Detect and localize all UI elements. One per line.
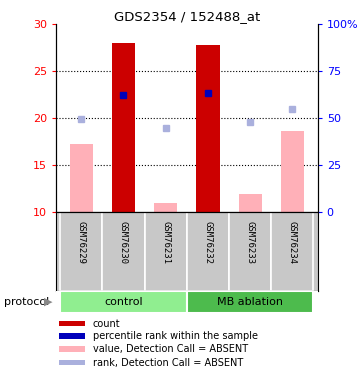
Text: ▶: ▶ bbox=[44, 297, 53, 307]
Text: count: count bbox=[92, 319, 120, 328]
Text: GSM76231: GSM76231 bbox=[161, 221, 170, 264]
Title: GDS2354 / 152488_at: GDS2354 / 152488_at bbox=[114, 10, 260, 23]
Text: GSM76232: GSM76232 bbox=[204, 221, 212, 264]
Bar bbox=[103, 212, 145, 291]
Text: GSM76230: GSM76230 bbox=[119, 221, 128, 264]
Bar bbox=[60, 291, 187, 313]
Bar bbox=[112, 43, 135, 212]
Text: control: control bbox=[104, 297, 143, 307]
Bar bbox=[70, 144, 93, 212]
Bar bbox=[154, 202, 177, 212]
Bar bbox=[239, 194, 262, 212]
Bar bbox=[60, 212, 103, 291]
Bar bbox=[187, 291, 313, 313]
Bar bbox=[58, 333, 85, 339]
Bar bbox=[58, 346, 85, 352]
Text: rank, Detection Call = ABSENT: rank, Detection Call = ABSENT bbox=[92, 357, 243, 368]
Text: GSM76229: GSM76229 bbox=[77, 221, 86, 264]
Bar bbox=[196, 45, 219, 212]
Text: percentile rank within the sample: percentile rank within the sample bbox=[92, 332, 258, 341]
Bar bbox=[58, 360, 85, 365]
Text: protocol: protocol bbox=[4, 297, 49, 307]
Bar bbox=[229, 212, 271, 291]
Bar bbox=[281, 131, 304, 212]
Text: GSM76233: GSM76233 bbox=[245, 221, 255, 264]
Bar bbox=[187, 212, 229, 291]
Text: value, Detection Call = ABSENT: value, Detection Call = ABSENT bbox=[92, 344, 248, 354]
Text: GSM76234: GSM76234 bbox=[288, 221, 297, 264]
Bar bbox=[145, 212, 187, 291]
Bar bbox=[271, 212, 313, 291]
Bar bbox=[58, 321, 85, 327]
Text: MB ablation: MB ablation bbox=[217, 297, 283, 307]
